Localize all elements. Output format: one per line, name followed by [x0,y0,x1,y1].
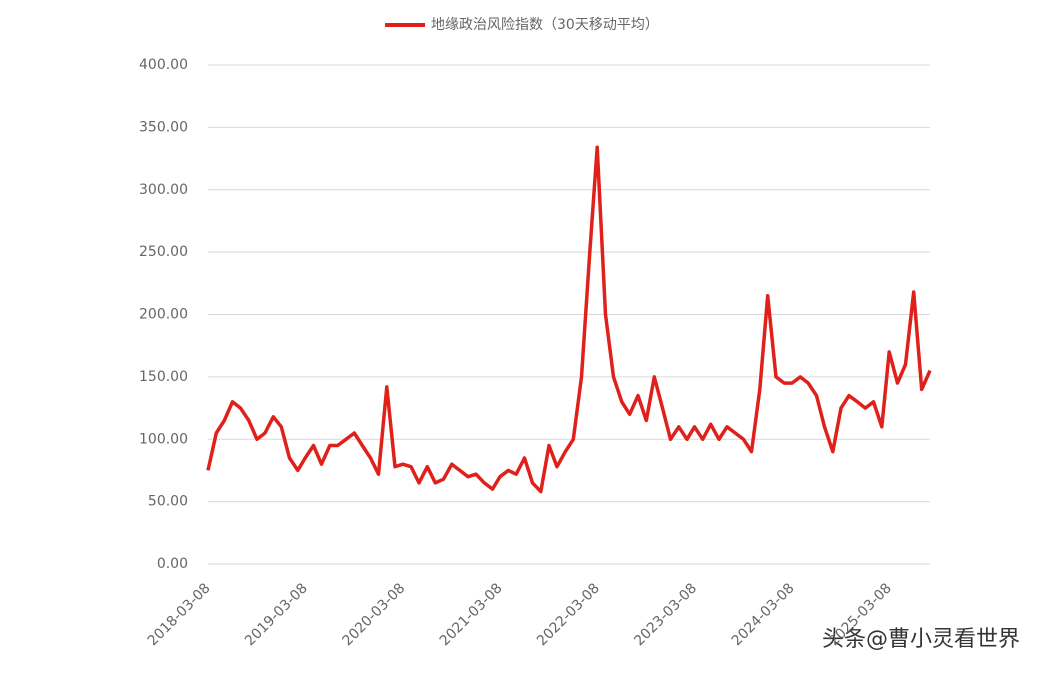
y-tick-label: 200.00 [139,307,188,323]
y-tick-label: 300.00 [139,182,188,198]
y-tick-label: 150.00 [139,369,188,385]
y-tick-label: 400.00 [139,57,188,73]
x-tick-label: 2023-03-08 [631,580,700,649]
y-tick-label: 50.00 [148,494,188,510]
x-tick-label: 2022-03-08 [534,580,603,649]
line-series [206,145,932,494]
x-tick-label: 2024-03-08 [729,580,798,649]
watermark: 头条@曹小灵看世界 [822,627,1020,652]
x-tick-label: 2018-03-08 [145,580,214,649]
x-tick-label: 2019-03-08 [242,580,311,649]
y-tick-label: 350.00 [139,119,188,135]
legend-label: 地缘政治风险指数（30天移动平均） [431,17,659,33]
y-tick-label: 100.00 [139,431,188,447]
x-tick-label: 2020-03-08 [340,580,409,649]
y-tick-label: 0.00 [157,556,188,572]
y-tick-label: 250.00 [139,244,188,260]
x-tick-label: 2021-03-08 [437,580,506,649]
